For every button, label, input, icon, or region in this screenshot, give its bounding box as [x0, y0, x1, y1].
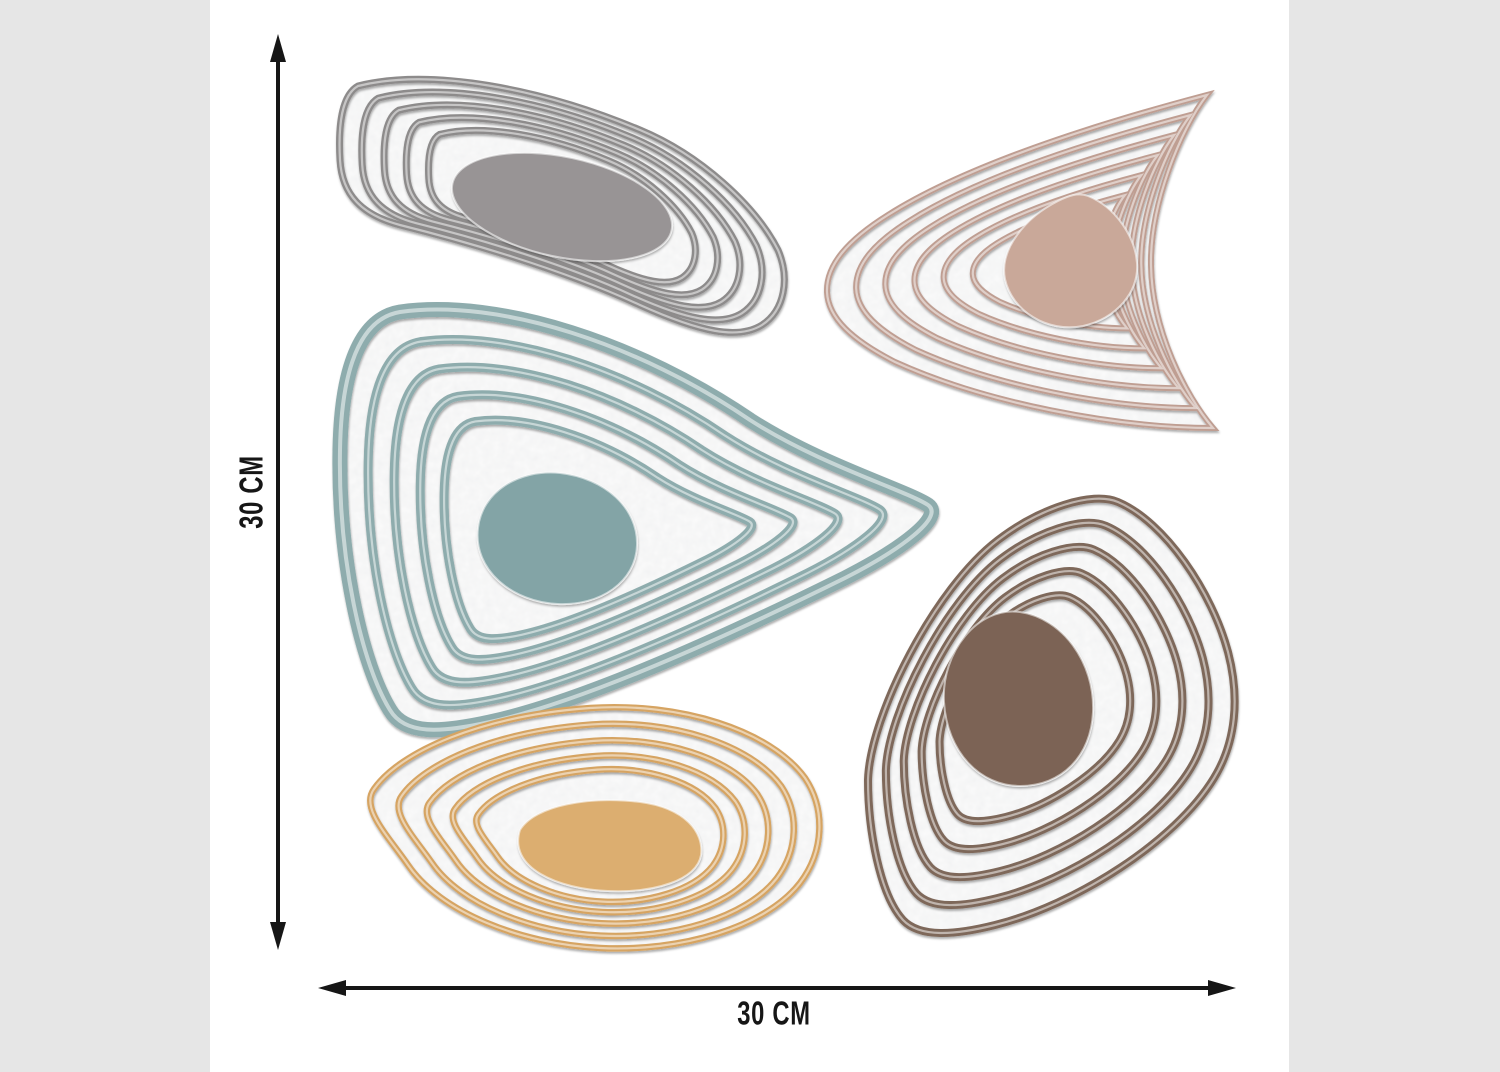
arrowhead-right-icon	[1208, 980, 1236, 996]
dimension-lines	[276, 58, 1212, 990]
dimension-arrowheads	[270, 34, 1236, 996]
arrowhead-up-icon	[270, 34, 286, 62]
left-margin-band	[0, 0, 210, 1072]
arrowhead-left-icon	[318, 980, 346, 996]
right-margin-band	[1289, 0, 1500, 1072]
arrowhead-down-icon	[270, 922, 286, 950]
gold-teardrop-core	[517, 799, 703, 893]
dimension-annotations: 30 CM 30 CM	[234, 34, 1236, 1032]
width-label: 30 CM	[737, 996, 811, 1033]
height-label: 30 CM	[234, 455, 271, 529]
